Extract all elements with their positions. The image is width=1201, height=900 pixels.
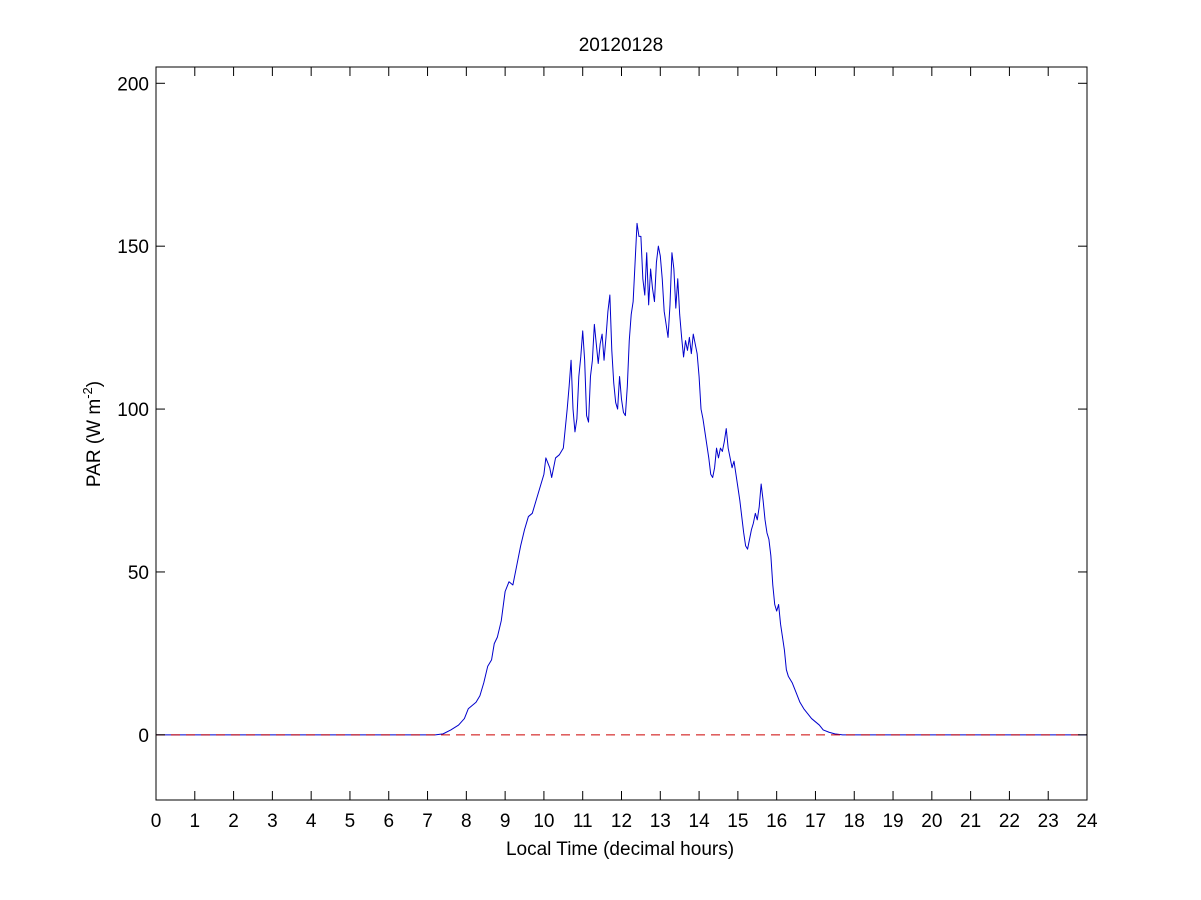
y-axis-label-close: ): [84, 381, 105, 387]
x-tick-label: 18: [844, 811, 865, 832]
x-axis-label: Local Time (decimal hours): [506, 839, 734, 860]
chart-title: 20120128: [579, 35, 664, 56]
x-tick-label: 2: [228, 811, 239, 832]
y-tick-label: 100: [117, 400, 149, 421]
x-tick-label: 10: [533, 811, 554, 832]
plot-area: [156, 67, 1087, 800]
y-axis-label-main: PAR (W m: [84, 399, 105, 487]
x-tick-label: 21: [960, 811, 981, 832]
y-axis-label-superscript: -2: [80, 387, 95, 399]
x-tick-label: 6: [383, 811, 394, 832]
y-tick-label: 50: [128, 563, 149, 584]
x-tick-label: 11: [573, 811, 593, 832]
series-layer: [156, 222, 1087, 736]
x-tick-label: 24: [1076, 811, 1098, 832]
plot-frame: [155, 66, 1088, 801]
x-tick-label: 14: [689, 811, 711, 832]
x-tick-label: 13: [650, 811, 671, 832]
x-tick-label: 23: [1038, 811, 1059, 832]
x-tick-label: 1: [190, 811, 201, 832]
x-tick-label: 20: [921, 811, 942, 832]
x-tick-label: 5: [345, 811, 356, 832]
x-tick-label: 4: [306, 811, 317, 832]
x-tick-label: 9: [500, 811, 511, 832]
y-tick-label: 200: [117, 74, 149, 95]
x-tick-label: 15: [727, 811, 748, 832]
x-tick-label: 16: [766, 811, 787, 832]
par-series-line: [156, 222, 1087, 736]
x-tick-label: 19: [882, 811, 903, 832]
x-tick-label: 22: [999, 811, 1020, 832]
y-tick-label: 0: [138, 726, 149, 747]
x-tick-label: 17: [805, 811, 826, 832]
x-tick-label: 7: [422, 811, 433, 832]
y-axis-label: PAR (W m-2): [80, 381, 105, 487]
x-tick-label: 0: [151, 811, 162, 832]
y-tick-label: 150: [117, 237, 149, 258]
x-tick-label: 3: [267, 811, 278, 832]
x-tick-label: 8: [461, 811, 472, 832]
tick-layer: 0 1 2 3 4 5 6 7 8 9 10 11 12 13 14 15 16 17 18 19 20 21 22 23 24…: [117, 67, 1098, 832]
x-tick-label: 12: [611, 811, 632, 832]
